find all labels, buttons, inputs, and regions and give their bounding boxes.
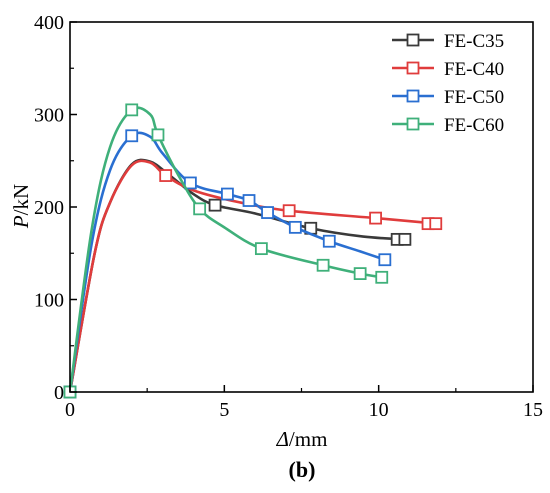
y-tick-label-1: 100 <box>34 290 64 312</box>
series-line-fe-c50 <box>68 131 387 394</box>
legend-label-fe-c40: FE-C40 <box>444 59 504 80</box>
y-tick-label-2: 200 <box>34 197 64 219</box>
data-point-fe-c50-1 <box>125 129 139 143</box>
legend-marker-fe-c40 <box>406 61 420 75</box>
series-line-fe-c60 <box>68 106 384 394</box>
x-tick-label-0: 0 <box>65 399 75 421</box>
legend-label-fe-c60: FE-C60 <box>444 115 504 136</box>
x-axis-unit: /mm <box>289 427 328 451</box>
data-point-fe-c50-4 <box>242 194 256 207</box>
data-point-fe-c60-2 <box>151 128 165 142</box>
legend-marker-fe-c60 <box>406 117 420 131</box>
x-axis-title: Δ/mm <box>276 427 328 451</box>
data-point-fe-c60-7 <box>375 270 389 284</box>
legend-marker-fe-c35 <box>406 33 420 47</box>
x-axis-symbol: Δ <box>276 427 289 451</box>
data-point-fe-c50-8 <box>378 253 392 267</box>
legend: FE-C35 FE-C40 FE-C50 FE-C60 <box>392 31 504 136</box>
x-tick-label-2: 10 <box>369 399 389 421</box>
data-point-fe-c50-6 <box>288 220 302 234</box>
plot-area <box>63 103 443 399</box>
y-tick-label-3: 300 <box>34 105 64 127</box>
data-point-fe-c60-4 <box>254 242 268 256</box>
data-point-fe-c60-6 <box>353 267 367 281</box>
data-point-fe-c50-7 <box>322 234 336 248</box>
data-point-fe-c60-3 <box>193 202 207 216</box>
data-point-fe-c35-1 <box>208 198 222 212</box>
data-point-fe-c40-2 <box>282 204 296 218</box>
legend-label-fe-c50: FE-C50 <box>444 87 504 108</box>
data-point-fe-c35-4 <box>398 232 412 246</box>
data-point-fe-c40-1 <box>159 169 173 182</box>
figure-caption: (b) <box>289 457 316 482</box>
y-axis-symbol: P <box>9 215 33 229</box>
x-tick-label-3: 15 <box>523 399 543 421</box>
data-point-fe-c40-5 <box>429 217 443 231</box>
axes: 0 5 10 15 0 100 200 300 400 <box>34 12 543 421</box>
data-point-fe-c50-5 <box>261 206 274 219</box>
legend-marker-fe-c50 <box>406 89 420 103</box>
data-point-fe-c60-1 <box>125 103 139 117</box>
legend-label-fe-c35: FE-C35 <box>444 31 504 52</box>
data-point-fe-c50-3 <box>221 187 234 201</box>
y-axis-unit: /kN <box>9 184 33 216</box>
data-point-fe-c50-2 <box>183 176 197 190</box>
y-axis-title: P/kN <box>9 184 33 229</box>
x-tick-label-1: 5 <box>219 399 229 421</box>
data-point-fe-c40-3 <box>369 211 382 225</box>
data-point-fe-c60-5 <box>316 258 330 272</box>
y-tick-label-0: 0 <box>54 382 64 404</box>
y-tick-label-4: 400 <box>34 12 64 34</box>
